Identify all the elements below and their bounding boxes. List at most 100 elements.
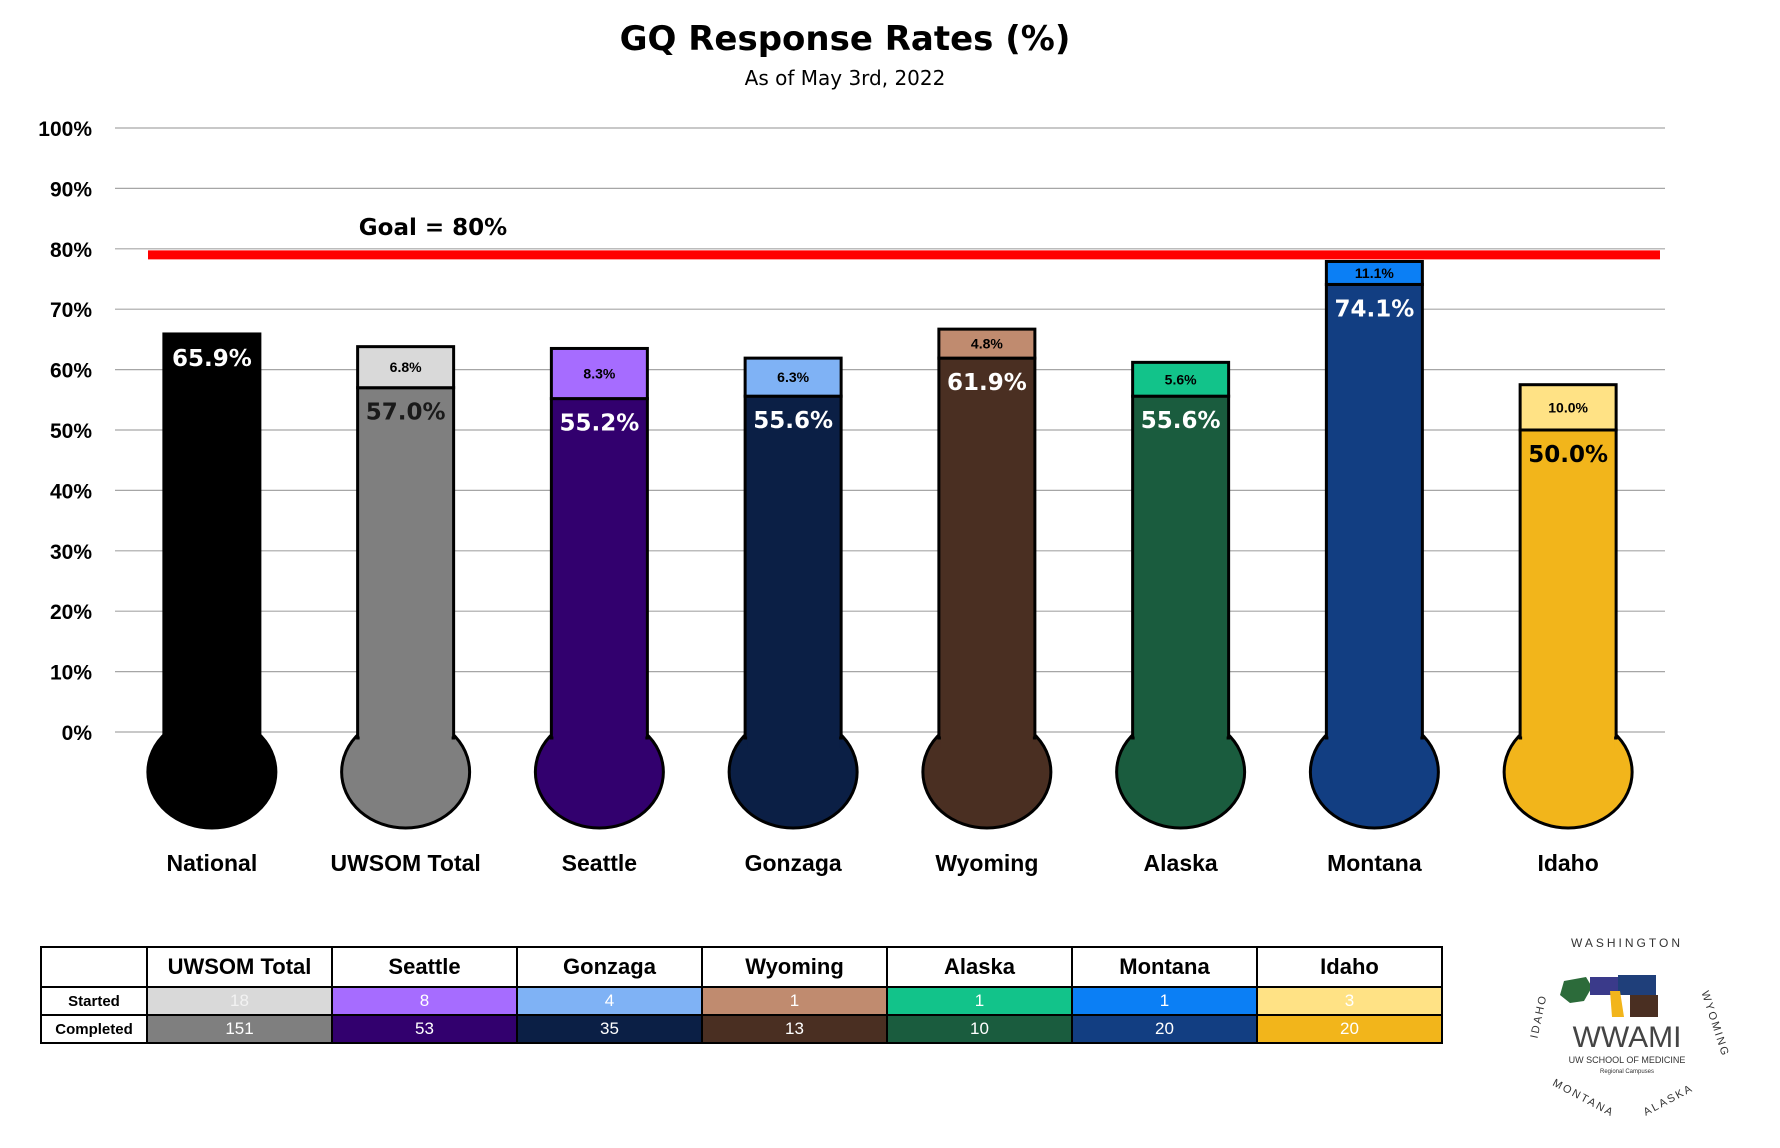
bar-montana: 11.1% 74.1% Montana (1308, 259, 1440, 876)
table-column-header: Montana (1071, 946, 1258, 988)
category-label: Gonzaga (745, 850, 842, 876)
completed-label: 55.6% (753, 408, 833, 434)
table-column-header: Gonzaga (516, 946, 703, 988)
table-row: Started 18 8 4 1 1 1 3 (40, 986, 1443, 1016)
y-tick-label: 0% (62, 722, 93, 745)
table-row-label: Completed (40, 1014, 148, 1044)
bar-completed (1518, 428, 1618, 740)
completed-label: 74.1% (1334, 296, 1414, 322)
table-row-label: Started (40, 986, 148, 1016)
table-cell: 1 (886, 986, 1073, 1016)
category-label: Alaska (1144, 850, 1218, 876)
category-label: Seattle (562, 850, 637, 876)
region-map-icon (1560, 975, 1658, 1017)
started-label: 11.1% (1355, 265, 1394, 281)
bar-seam (359, 726, 452, 748)
bar-started (1518, 383, 1618, 432)
bar-completed (162, 332, 262, 740)
table-cell: 1 (1071, 986, 1258, 1016)
bar-alaska: 5.6% 55.6% Alaska (1115, 360, 1247, 876)
category-label: Montana (1327, 850, 1422, 876)
table-cell: 18 (146, 986, 333, 1016)
y-tick-label: 80% (50, 239, 92, 262)
table-row: Completed 151 53 35 13 10 20 20 (40, 1014, 1443, 1044)
bar-seam (747, 726, 840, 748)
y-tick-label: 100% (38, 118, 92, 141)
table-column-header: Idaho (1256, 946, 1443, 988)
bar-uwsom-total: 6.8% 57.0% UWSOM Total (330, 345, 481, 876)
category-label: UWSOM Total (330, 850, 480, 876)
logo-ring-washington: WASHINGTON (1571, 936, 1683, 950)
completed-label: 50.0% (1528, 442, 1608, 468)
started-label: 10.0% (1548, 399, 1588, 415)
table-cell: 35 (516, 1014, 703, 1044)
category-label: Wyoming (935, 850, 1038, 876)
bar-seattle: 8.3% 55.2% Seattle (533, 346, 665, 876)
bar-seam (1328, 726, 1421, 748)
logo-line1: UW SCHOOL OF MEDICINE (1569, 1055, 1686, 1065)
table-cell: 10 (886, 1014, 1073, 1044)
bar-seam (165, 726, 258, 748)
bars: 65.9% National 6.8% 57.0% UWSOM Total 8.3% 55.… (146, 259, 1634, 876)
table-column-header: Seattle (331, 946, 518, 988)
completed-label: 55.2% (559, 411, 639, 437)
table-column-header: Alaska (886, 946, 1073, 988)
bar-seam (1134, 726, 1227, 748)
started-label: 8.3% (583, 366, 615, 382)
table-column-header: UWSOM Total (146, 946, 333, 988)
chart-title: GQ Response Rates (%) (620, 19, 1071, 59)
counts-table: UWSOM Total Seattle Gonzaga Wyoming Alaska Mo… (40, 946, 1443, 1044)
y-tick-label: 50% (50, 420, 92, 443)
bar-started (1131, 360, 1231, 398)
table-cell: 3 (1256, 986, 1443, 1016)
gridlines (115, 127, 1665, 733)
bar-completed (549, 397, 649, 740)
bar-completed (356, 386, 456, 740)
bar-started (743, 356, 843, 398)
logo-line2: Regional Campuses (1600, 1069, 1654, 1075)
bar-gonzaga: 6.3% 55.6% Gonzaga (727, 356, 859, 876)
completed-label: 61.9% (947, 370, 1027, 396)
table-cell: 8 (331, 986, 518, 1016)
bar-started (1324, 259, 1424, 286)
bar-started (356, 345, 456, 390)
bar-completed (937, 356, 1037, 740)
table-cell: 20 (1256, 1014, 1443, 1044)
completed-label: 65.9% (172, 346, 252, 372)
bar-started (937, 327, 1037, 360)
table-cell: 151 (146, 1014, 333, 1044)
category-label: Idaho (1537, 850, 1598, 876)
y-tick-label: 10% (50, 662, 92, 685)
y-axis-ticks: 0% 10% 20% 30% 40% 50% 60% 70% 80% 90% 100% (38, 118, 92, 745)
table-cell: 20 (1071, 1014, 1258, 1044)
bar-seam (940, 726, 1033, 748)
y-tick-label: 90% (50, 178, 92, 201)
bar-national: 65.9% National (146, 332, 278, 876)
chart-subtitle: As of May 3rd, 2022 (745, 66, 946, 90)
wwami-logo: WWAMI UW SCHOOL OF MEDICINE Regional Cam… (1529, 933, 1731, 1120)
started-label: 6.8% (390, 359, 422, 375)
bar-completed (1324, 282, 1424, 740)
y-tick-label: 20% (50, 601, 92, 624)
table-cell: 13 (701, 1014, 888, 1044)
bar-completed (743, 394, 843, 740)
goal-label: Goal = 80% (359, 215, 507, 241)
y-tick-label: 30% (50, 541, 92, 564)
started-label: 6.3% (777, 369, 809, 385)
table-column-header: Wyoming (701, 946, 888, 988)
bar-seam (553, 726, 646, 748)
table-cell: 1 (701, 986, 888, 1016)
bar-idaho: 10.0% 50.0% Idaho (1502, 383, 1634, 876)
bar-completed (1131, 394, 1231, 740)
category-label: National (167, 850, 258, 876)
y-tick-label: 40% (50, 480, 92, 503)
y-tick-label: 70% (50, 299, 92, 322)
started-label: 5.6% (1165, 371, 1197, 387)
goal-line-group: Goal = 80% (148, 215, 1660, 260)
completed-label: 57.0% (366, 400, 446, 426)
completed-label: 55.6% (1141, 408, 1221, 434)
y-tick-label: 60% (50, 360, 92, 383)
bar-seam (1522, 726, 1615, 748)
table-cell: 4 (516, 986, 703, 1016)
